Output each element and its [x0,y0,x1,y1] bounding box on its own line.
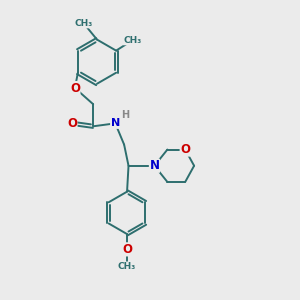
Text: CH₃: CH₃ [118,262,136,271]
Text: O: O [70,82,80,94]
Text: H: H [121,110,129,120]
Text: CH₃: CH₃ [123,36,141,45]
Text: O: O [67,117,77,130]
Text: CH₃: CH₃ [75,19,93,28]
Text: N: N [149,159,159,172]
Text: O: O [180,143,190,156]
Text: N: N [111,118,120,128]
Text: O: O [122,243,132,256]
